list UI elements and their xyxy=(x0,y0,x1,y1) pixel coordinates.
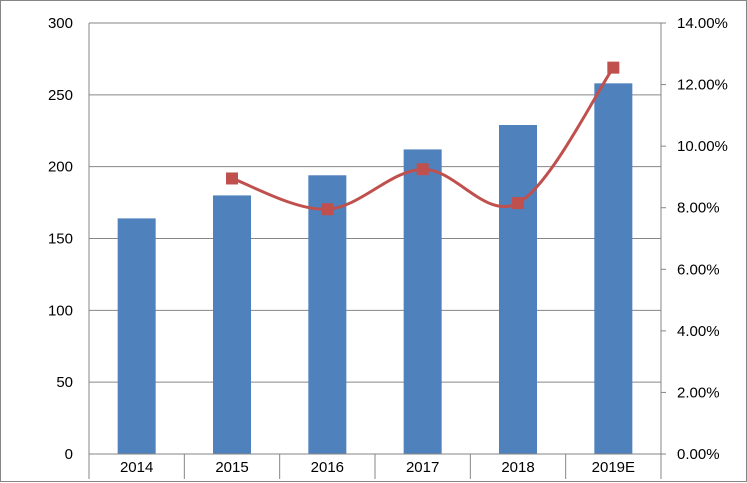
tick-labels: 0 50 100 150 200 250 300 0.00% 2.00% 4.00% 6.00% 8.… xyxy=(48,15,728,476)
right-axis-tick-label: 2.00% xyxy=(677,384,720,401)
bar xyxy=(308,175,347,454)
growth-marker xyxy=(512,197,524,210)
bar xyxy=(213,195,251,454)
left-axis-tick-label: 250 xyxy=(48,87,73,104)
growth-marker xyxy=(607,61,620,74)
axes xyxy=(88,22,666,479)
left-axis-tick-label: 0 xyxy=(65,446,73,463)
growth-marker xyxy=(416,163,429,176)
growth-marker xyxy=(321,203,334,216)
growth-line-series xyxy=(226,61,620,216)
left-axis-tick-label: 200 xyxy=(48,159,73,176)
growth-marker xyxy=(226,172,238,185)
x-axis-tick-label: 2017 xyxy=(406,459,439,476)
x-axis-tick-label: 2018 xyxy=(501,459,534,476)
x-axis-tick-label: 2014 xyxy=(120,459,153,476)
right-axis-tick-label: 8.00% xyxy=(677,200,720,217)
right-axis-tick-label: 12.00% xyxy=(677,77,728,94)
growth-line xyxy=(230,66,615,211)
left-axis-tick-label: 300 xyxy=(48,15,73,32)
right-axis-tick-label: 4.00% xyxy=(677,323,720,340)
left-axis-tick-label: 100 xyxy=(48,302,73,319)
left-axis-tick-label: 150 xyxy=(48,231,73,248)
left-axis-tick-label: 50 xyxy=(56,374,73,391)
bar-series xyxy=(117,83,633,455)
bar xyxy=(499,125,537,455)
bar xyxy=(594,83,633,454)
right-axis-tick-label: 6.00% xyxy=(677,261,720,278)
x-axis-tick-label: 2016 xyxy=(311,459,344,476)
right-axis-tick-label: 10.00% xyxy=(677,138,728,155)
x-axis-tick-label: 2019E xyxy=(592,459,635,476)
gridlines xyxy=(89,22,661,383)
bar xyxy=(403,149,442,454)
right-axis-tick-label: 14.00% xyxy=(677,15,728,32)
bar xyxy=(117,218,156,454)
x-axis-tick-label: 2015 xyxy=(215,459,248,476)
right-axis-tick-label: 0.00% xyxy=(677,446,720,463)
